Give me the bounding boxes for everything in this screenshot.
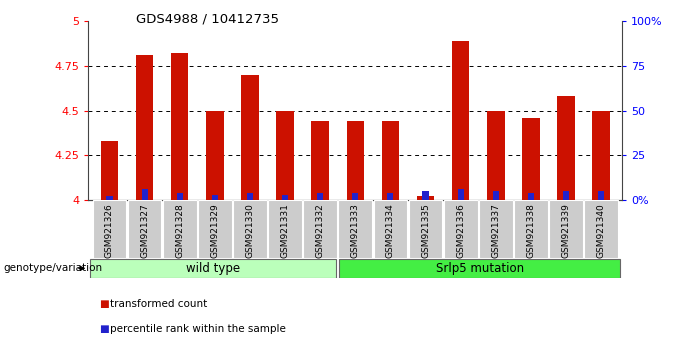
Bar [339, 200, 372, 258]
Text: GSM921334: GSM921334 [386, 203, 395, 258]
Bar [92, 200, 126, 258]
Bar [128, 200, 161, 258]
Bar [479, 200, 513, 258]
Bar [422, 191, 428, 200]
Text: GSM921328: GSM921328 [175, 203, 184, 258]
Bar [584, 200, 618, 258]
Bar [163, 200, 197, 258]
Bar [598, 191, 605, 200]
Bar [241, 75, 258, 200]
Bar [444, 200, 477, 258]
Bar [487, 110, 505, 200]
Text: genotype/variation: genotype/variation [3, 263, 103, 273]
Bar [522, 118, 540, 200]
Bar [339, 259, 620, 278]
Text: ■: ■ [99, 299, 108, 309]
Bar [101, 141, 118, 200]
Bar [177, 193, 183, 200]
Bar [90, 259, 336, 278]
Text: GSM921339: GSM921339 [562, 203, 571, 258]
Bar [233, 200, 267, 258]
Text: GSM921336: GSM921336 [456, 203, 465, 258]
Bar [417, 196, 435, 200]
Bar [303, 200, 337, 258]
Text: wild type: wild type [186, 262, 240, 275]
Bar [268, 200, 302, 258]
Bar [388, 193, 394, 200]
Bar [317, 193, 323, 200]
Text: GSM921329: GSM921329 [210, 203, 220, 258]
Text: GSM921340: GSM921340 [596, 203, 606, 258]
Bar [458, 189, 464, 200]
Bar [557, 96, 575, 200]
Bar [311, 121, 329, 200]
Text: GSM921331: GSM921331 [281, 203, 290, 258]
Text: ■: ■ [99, 324, 108, 334]
Text: GSM921338: GSM921338 [526, 203, 535, 258]
Bar [514, 200, 548, 258]
Bar [171, 53, 188, 200]
Text: GSM921332: GSM921332 [316, 203, 324, 258]
Text: GSM921337: GSM921337 [491, 203, 500, 258]
Text: GSM921327: GSM921327 [140, 203, 149, 258]
Text: GSM921330: GSM921330 [245, 203, 254, 258]
Bar [493, 191, 499, 200]
Bar [198, 200, 232, 258]
Text: GSM921326: GSM921326 [105, 203, 114, 258]
Bar [452, 41, 469, 200]
Bar [352, 193, 358, 200]
Bar [211, 195, 218, 200]
Text: GDS4988 / 10412735: GDS4988 / 10412735 [136, 12, 279, 25]
Text: percentile rank within the sample: percentile rank within the sample [110, 324, 286, 334]
Bar [106, 196, 113, 200]
Bar [276, 110, 294, 200]
Bar [563, 191, 569, 200]
Bar [409, 200, 443, 258]
Bar [282, 195, 288, 200]
Bar [347, 121, 364, 200]
Bar [136, 55, 154, 200]
Bar [141, 189, 148, 200]
Text: Srlp5 mutation: Srlp5 mutation [436, 262, 524, 275]
Bar [381, 121, 399, 200]
Bar [549, 200, 583, 258]
Text: transformed count: transformed count [110, 299, 207, 309]
Bar [592, 110, 610, 200]
Bar [206, 110, 224, 200]
Bar [373, 200, 407, 258]
Text: GSM921333: GSM921333 [351, 203, 360, 258]
Bar [247, 193, 253, 200]
Text: GSM921335: GSM921335 [421, 203, 430, 258]
Bar [528, 193, 534, 200]
